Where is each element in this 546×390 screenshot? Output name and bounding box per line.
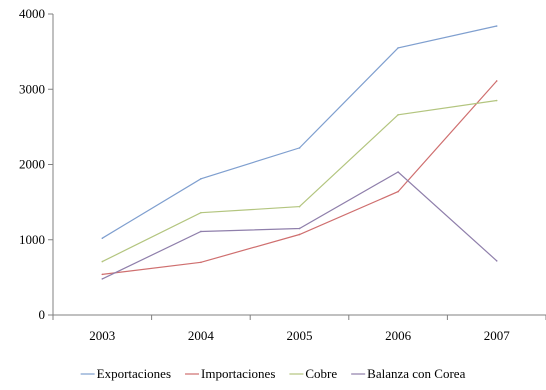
data-point [101,237,104,240]
data-point [298,233,301,236]
data-point [397,171,399,173]
legend-label: Balanza con Corea [367,366,465,381]
data-point [200,230,202,233]
data-point [200,211,202,214]
data-point [101,278,104,280]
y-tick-label: 4000 [19,6,45,21]
y-tick-label: 2000 [19,157,45,172]
y-tick-label: 3000 [19,81,45,96]
y-tick-label: 0 [39,307,46,322]
data-point [495,25,498,27]
y-tick-label: 1000 [19,232,45,247]
data-point [298,147,301,149]
data-point [495,260,498,262]
data-point [495,80,498,82]
legend-label: Cobre [305,366,337,381]
series-line-4 [102,171,498,280]
data-point [397,47,399,49]
series-line-3 [102,99,497,263]
axes: 0 1000 2000 3000 4000 2003 2004 2005 2006 2007 [19,6,546,343]
x-tick-label: 2005 [287,328,313,343]
legend-label: Exportaciones [97,366,171,381]
data-point [101,273,104,276]
series-line-2 [102,80,498,275]
data-point [298,227,301,230]
data-point [495,99,498,102]
data-point [298,205,301,208]
legend-item: Cobre [289,366,337,381]
legend-item: Importaciones [185,366,275,381]
series-lines [101,25,498,280]
legend: Exportaciones Importaciones Cobre Balanza c… [80,366,466,381]
x-tick-label: 2004 [188,328,215,343]
x-tick-label: 2007 [484,328,511,343]
x-tick-label: 2003 [89,328,115,343]
legend-label: Importaciones [201,366,275,381]
x-tick-label: 2006 [385,328,412,343]
data-point [200,261,202,264]
data-point [397,190,399,193]
legend-item: Balanza con Corea [351,366,466,381]
legend-item: Exportaciones [80,366,171,381]
data-point [200,177,202,180]
data-point [397,114,399,116]
data-point [101,260,104,263]
